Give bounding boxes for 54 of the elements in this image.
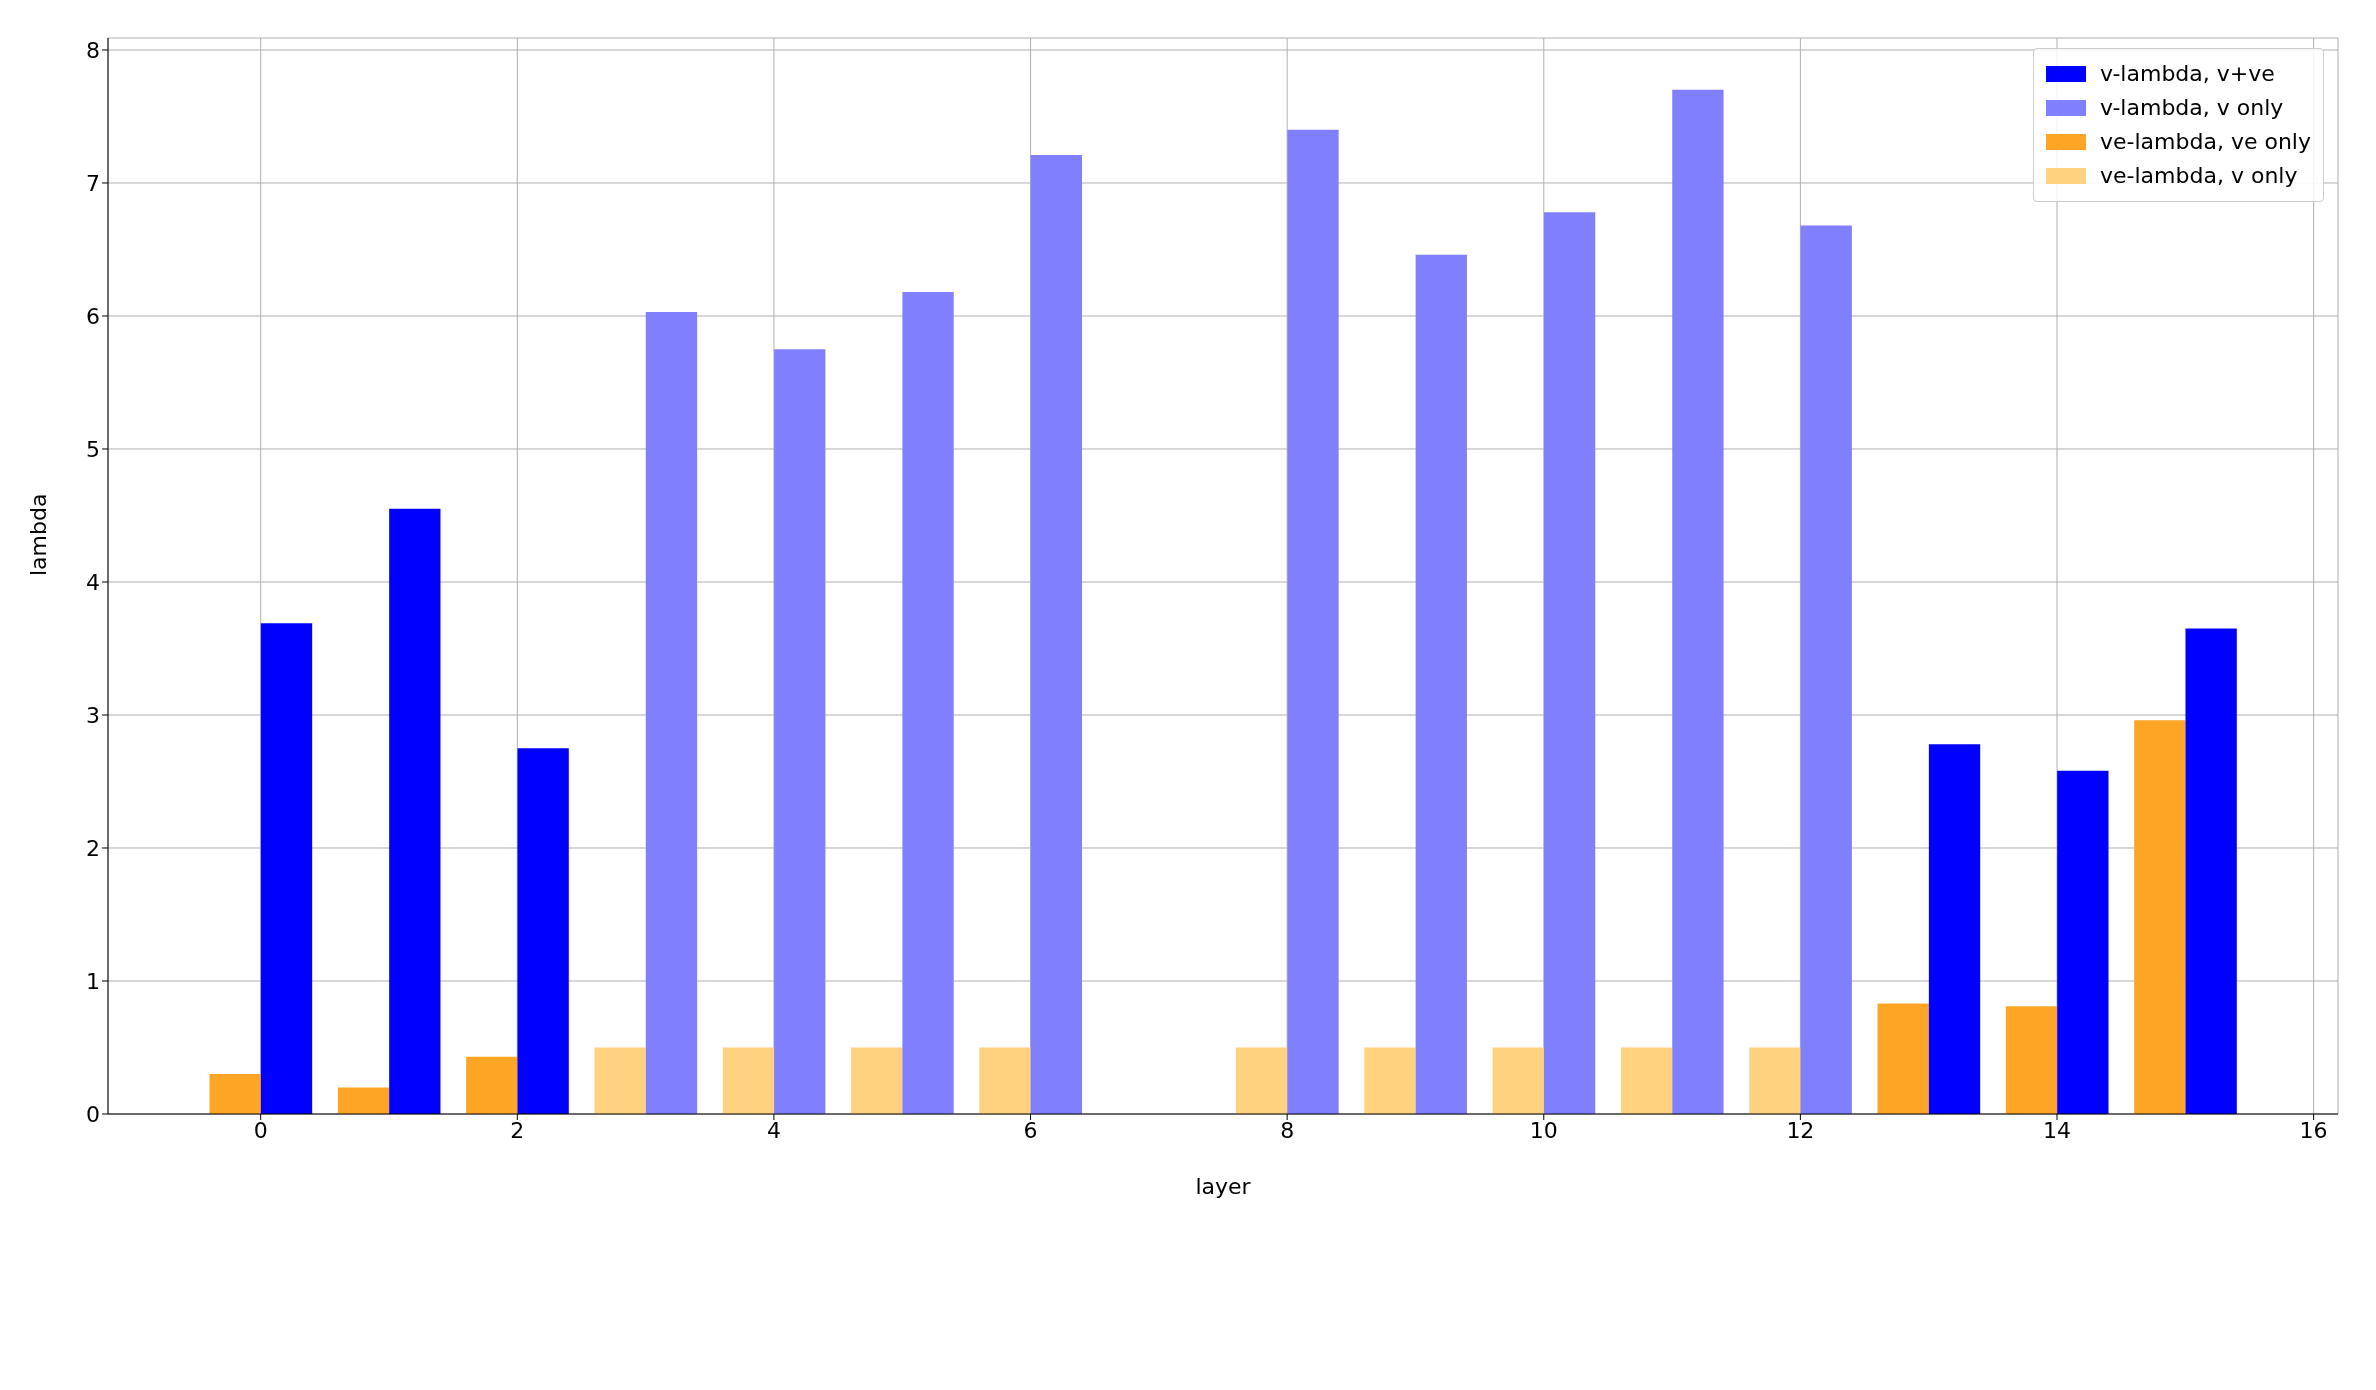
x-axis-title: layer bbox=[1195, 1174, 1252, 1199]
y-axis-title: lambda bbox=[25, 493, 51, 576]
bar bbox=[1543, 212, 1596, 1114]
legend-label: v-lambda, v+ve bbox=[2100, 60, 2275, 88]
legend-label: ve-lambda, v only bbox=[2100, 162, 2298, 190]
bar bbox=[1749, 1047, 1801, 1114]
x-tick-label: 6 bbox=[1023, 1117, 1038, 1143]
bar bbox=[1672, 89, 1724, 1114]
bar bbox=[389, 508, 441, 1114]
bar bbox=[979, 1047, 1031, 1114]
bar bbox=[1236, 1047, 1288, 1114]
x-tick-label: 0 bbox=[253, 1117, 268, 1143]
bar bbox=[2005, 1006, 2058, 1114]
legend-label: v-lambda, v only bbox=[2100, 94, 2284, 122]
bar bbox=[1928, 744, 1981, 1114]
bar bbox=[1877, 1003, 1929, 1114]
x-tick-label: 14 bbox=[2043, 1117, 2071, 1143]
legend-label: ve-lambda, ve only bbox=[2100, 128, 2311, 156]
bar bbox=[851, 1047, 903, 1114]
bar bbox=[1364, 1047, 1416, 1114]
bar bbox=[1620, 1047, 1673, 1114]
y-tick-label: 7 bbox=[86, 170, 100, 196]
bar bbox=[1030, 155, 1083, 1114]
y-tick-label: 3 bbox=[86, 702, 100, 728]
bar bbox=[2134, 720, 2186, 1114]
bar bbox=[2057, 770, 2109, 1114]
y-tick-label: 0 bbox=[86, 1101, 100, 1127]
x-tick-label: 4 bbox=[766, 1117, 781, 1143]
bar bbox=[1287, 129, 1339, 1114]
bar bbox=[2185, 628, 2237, 1114]
y-tick-label: 5 bbox=[86, 436, 100, 462]
bar bbox=[1415, 254, 1467, 1114]
x-tick-label: 2 bbox=[510, 1117, 525, 1143]
bar bbox=[1492, 1047, 1544, 1114]
y-tick-label: 6 bbox=[86, 303, 100, 329]
bar bbox=[517, 748, 569, 1114]
x-tick-label: 12 bbox=[1786, 1117, 1815, 1143]
bar bbox=[645, 311, 698, 1114]
bar bbox=[774, 349, 826, 1114]
y-tick-label: 4 bbox=[86, 569, 100, 595]
bar bbox=[466, 1056, 518, 1114]
x-tick-label: 10 bbox=[1529, 1117, 1558, 1143]
x-tick-label: 8 bbox=[1280, 1117, 1295, 1143]
y-tick-label: 8 bbox=[86, 37, 100, 63]
bar bbox=[722, 1047, 775, 1114]
bar bbox=[902, 292, 954, 1114]
bar bbox=[337, 1087, 390, 1114]
x-tick-label: 16 bbox=[2299, 1117, 2328, 1143]
y-tick-label: 2 bbox=[86, 835, 100, 861]
bar bbox=[594, 1047, 646, 1114]
bar bbox=[260, 623, 313, 1114]
bar bbox=[1800, 225, 1852, 1114]
bar bbox=[209, 1074, 261, 1114]
y-tick-label: 1 bbox=[86, 968, 100, 994]
